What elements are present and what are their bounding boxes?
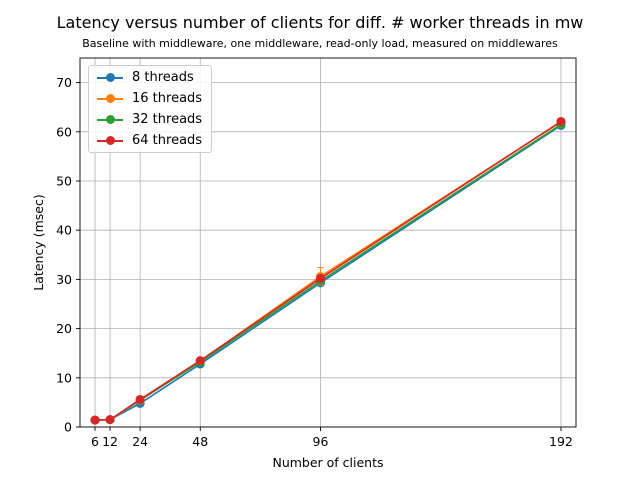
data-point [556, 116, 566, 126]
legend-marker [106, 136, 115, 145]
x-tick-label: 48 [192, 434, 208, 449]
y-tick-label: 50 [56, 174, 72, 189]
chart-legend: 8 threads 16 threads 32 threads 64 threa… [88, 65, 212, 153]
legend-label: 16 threads [132, 91, 203, 106]
x-tick-label: 96 [313, 434, 329, 449]
y-tick-label: 10 [56, 370, 72, 385]
legend-marker [106, 115, 115, 124]
legend-item-16-threads: 16 threads [97, 90, 212, 108]
series-16-threads [90, 117, 566, 425]
legend-label: 64 threads [132, 133, 203, 148]
y-tick-label: 40 [56, 223, 72, 238]
data-point [90, 415, 100, 425]
y-tick-label: 30 [56, 272, 72, 287]
legend-marker [106, 94, 115, 103]
y-tick-label: 60 [56, 124, 72, 139]
y-tick-label: 70 [56, 75, 72, 90]
x-tick-label: 6 [91, 434, 99, 449]
chart-subtitle: Baseline with middleware, one middleware… [82, 37, 558, 50]
data-point [195, 356, 205, 366]
x-tick-label: 192 [549, 434, 573, 449]
data-point [135, 394, 145, 404]
x-tick-label: 12 [102, 434, 118, 449]
x-tick-label: 24 [132, 434, 148, 449]
y-tick-label: 0 [64, 420, 72, 435]
y-axis-label: Latency (msec) [31, 194, 46, 290]
legend-label: 32 threads [132, 112, 203, 127]
series-64-threads [90, 116, 566, 425]
x-axis-label: Number of clients [272, 455, 383, 470]
legend-label: 8 threads [132, 70, 194, 85]
plot-frame [79, 57, 577, 428]
data-point [315, 273, 325, 283]
legend-marker [106, 73, 115, 82]
data-point [105, 415, 115, 425]
legend-item-32-threads: 32 threads [97, 111, 212, 129]
legend-item-64-threads: 64 threads [97, 132, 212, 150]
legend-item-8-threads: 8 threads [97, 69, 212, 87]
chart-title: Latency versus number of clients for dif… [56, 13, 584, 32]
y-tick-label: 20 [56, 321, 72, 336]
